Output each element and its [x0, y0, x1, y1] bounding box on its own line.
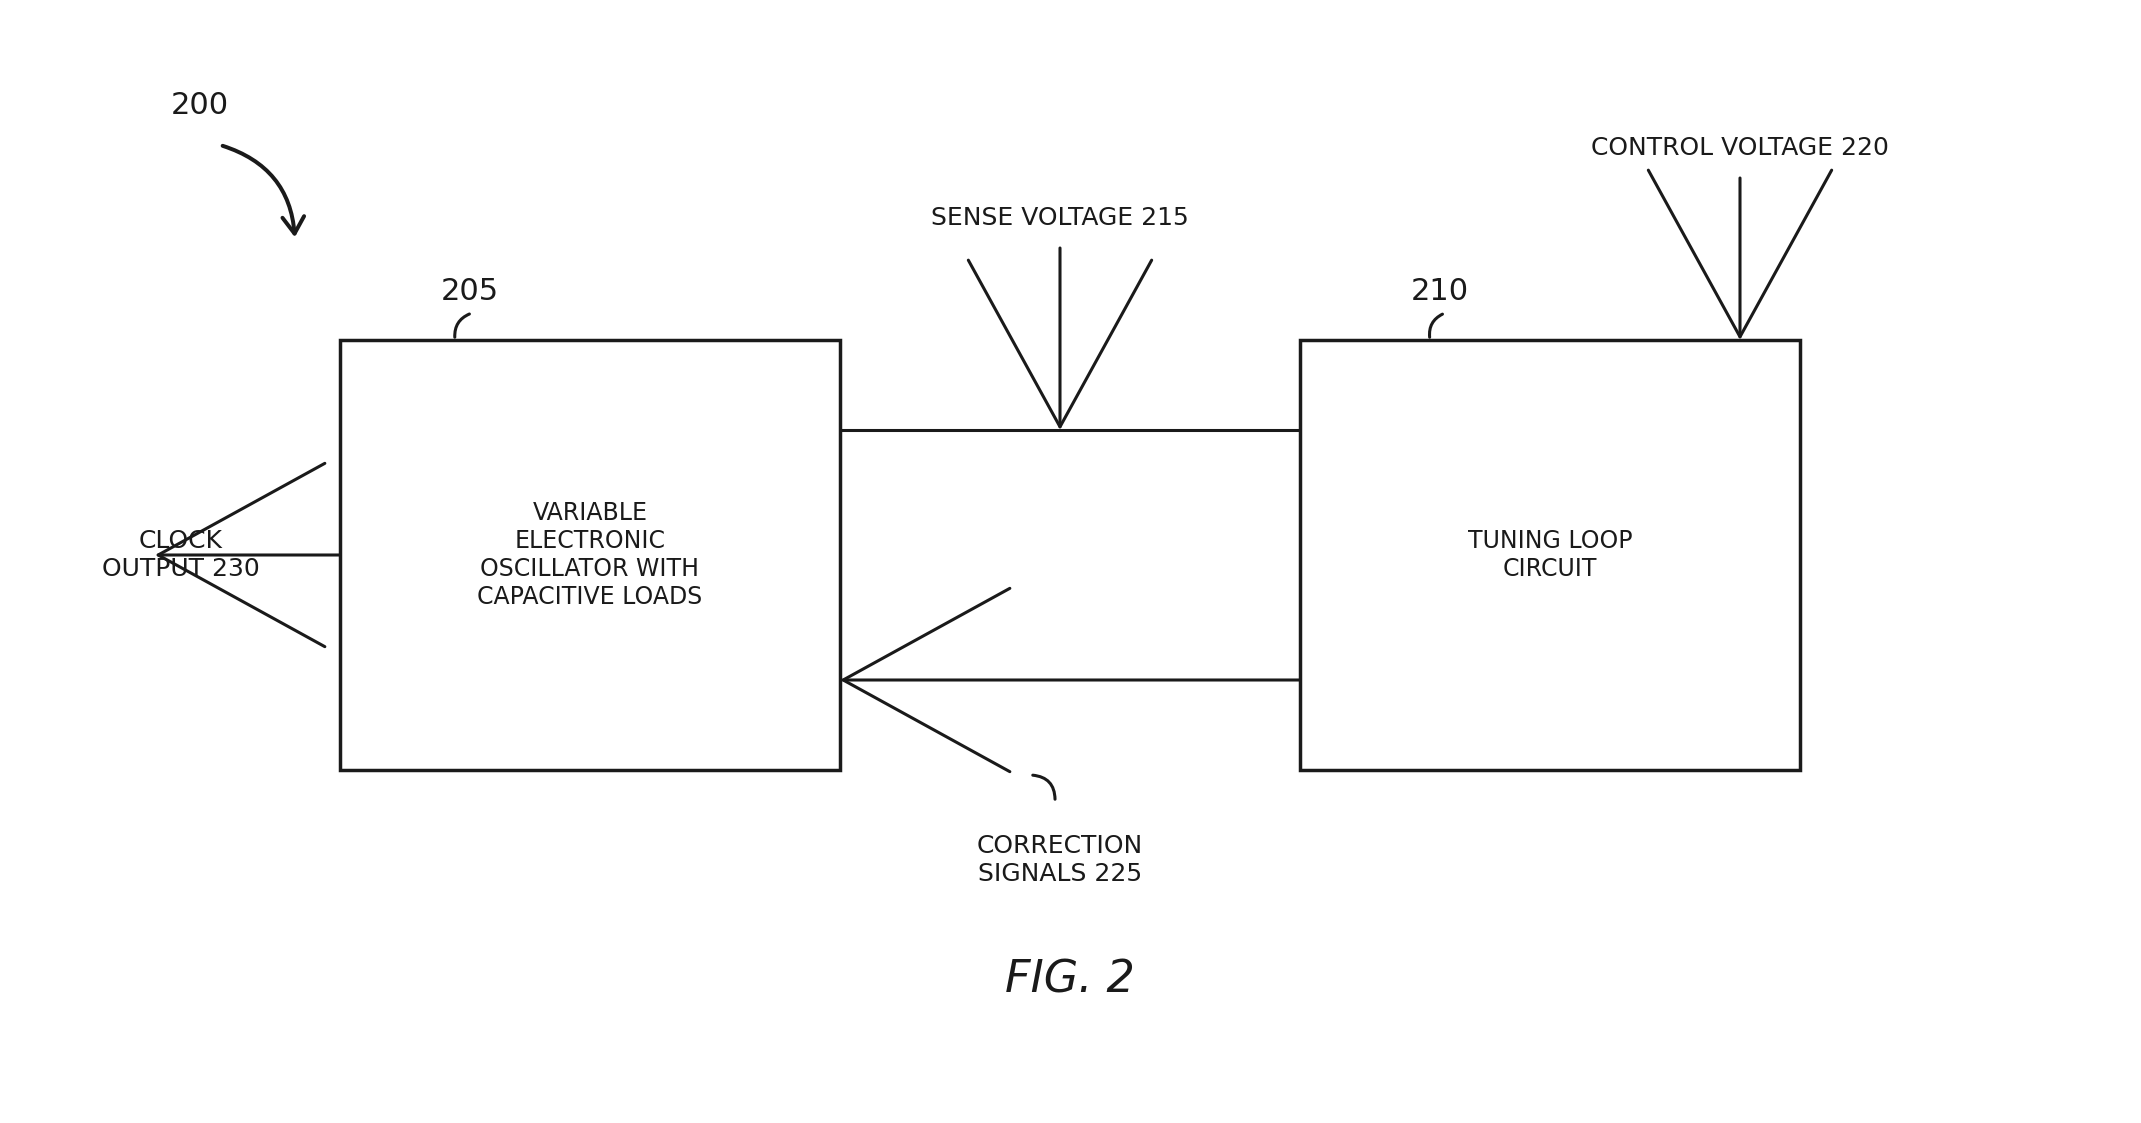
FancyArrowPatch shape [454, 314, 469, 337]
Text: 200: 200 [171, 91, 229, 119]
Text: 205: 205 [441, 277, 499, 307]
Text: CLOCK
OUTPUT 230: CLOCK OUTPUT 230 [103, 529, 259, 581]
Text: TUNING LOOP
CIRCUIT: TUNING LOOP CIRCUIT [1469, 529, 1631, 581]
Bar [340, 340, 839, 770]
Text: VARIABLE
ELECTRONIC
OSCILLATOR WITH
CAPACITIVE LOADS: VARIABLE ELECTRONIC OSCILLATOR WITH CAPA… [477, 501, 702, 609]
Text: CORRECTION
SIGNALS 225: CORRECTION SIGNALS 225 [976, 834, 1143, 886]
Text: CONTROL VOLTAGE 220: CONTROL VOLTAGE 220 [1591, 136, 1888, 159]
FancyArrowPatch shape [1032, 775, 1056, 800]
Bar [1300, 340, 1801, 770]
FancyArrowPatch shape [1430, 314, 1443, 337]
Text: FIG. 2: FIG. 2 [1004, 959, 1135, 1002]
Text: SENSE VOLTAGE 215: SENSE VOLTAGE 215 [931, 206, 1188, 230]
Text: 210: 210 [1411, 277, 1469, 307]
FancyArrowPatch shape [223, 146, 304, 234]
